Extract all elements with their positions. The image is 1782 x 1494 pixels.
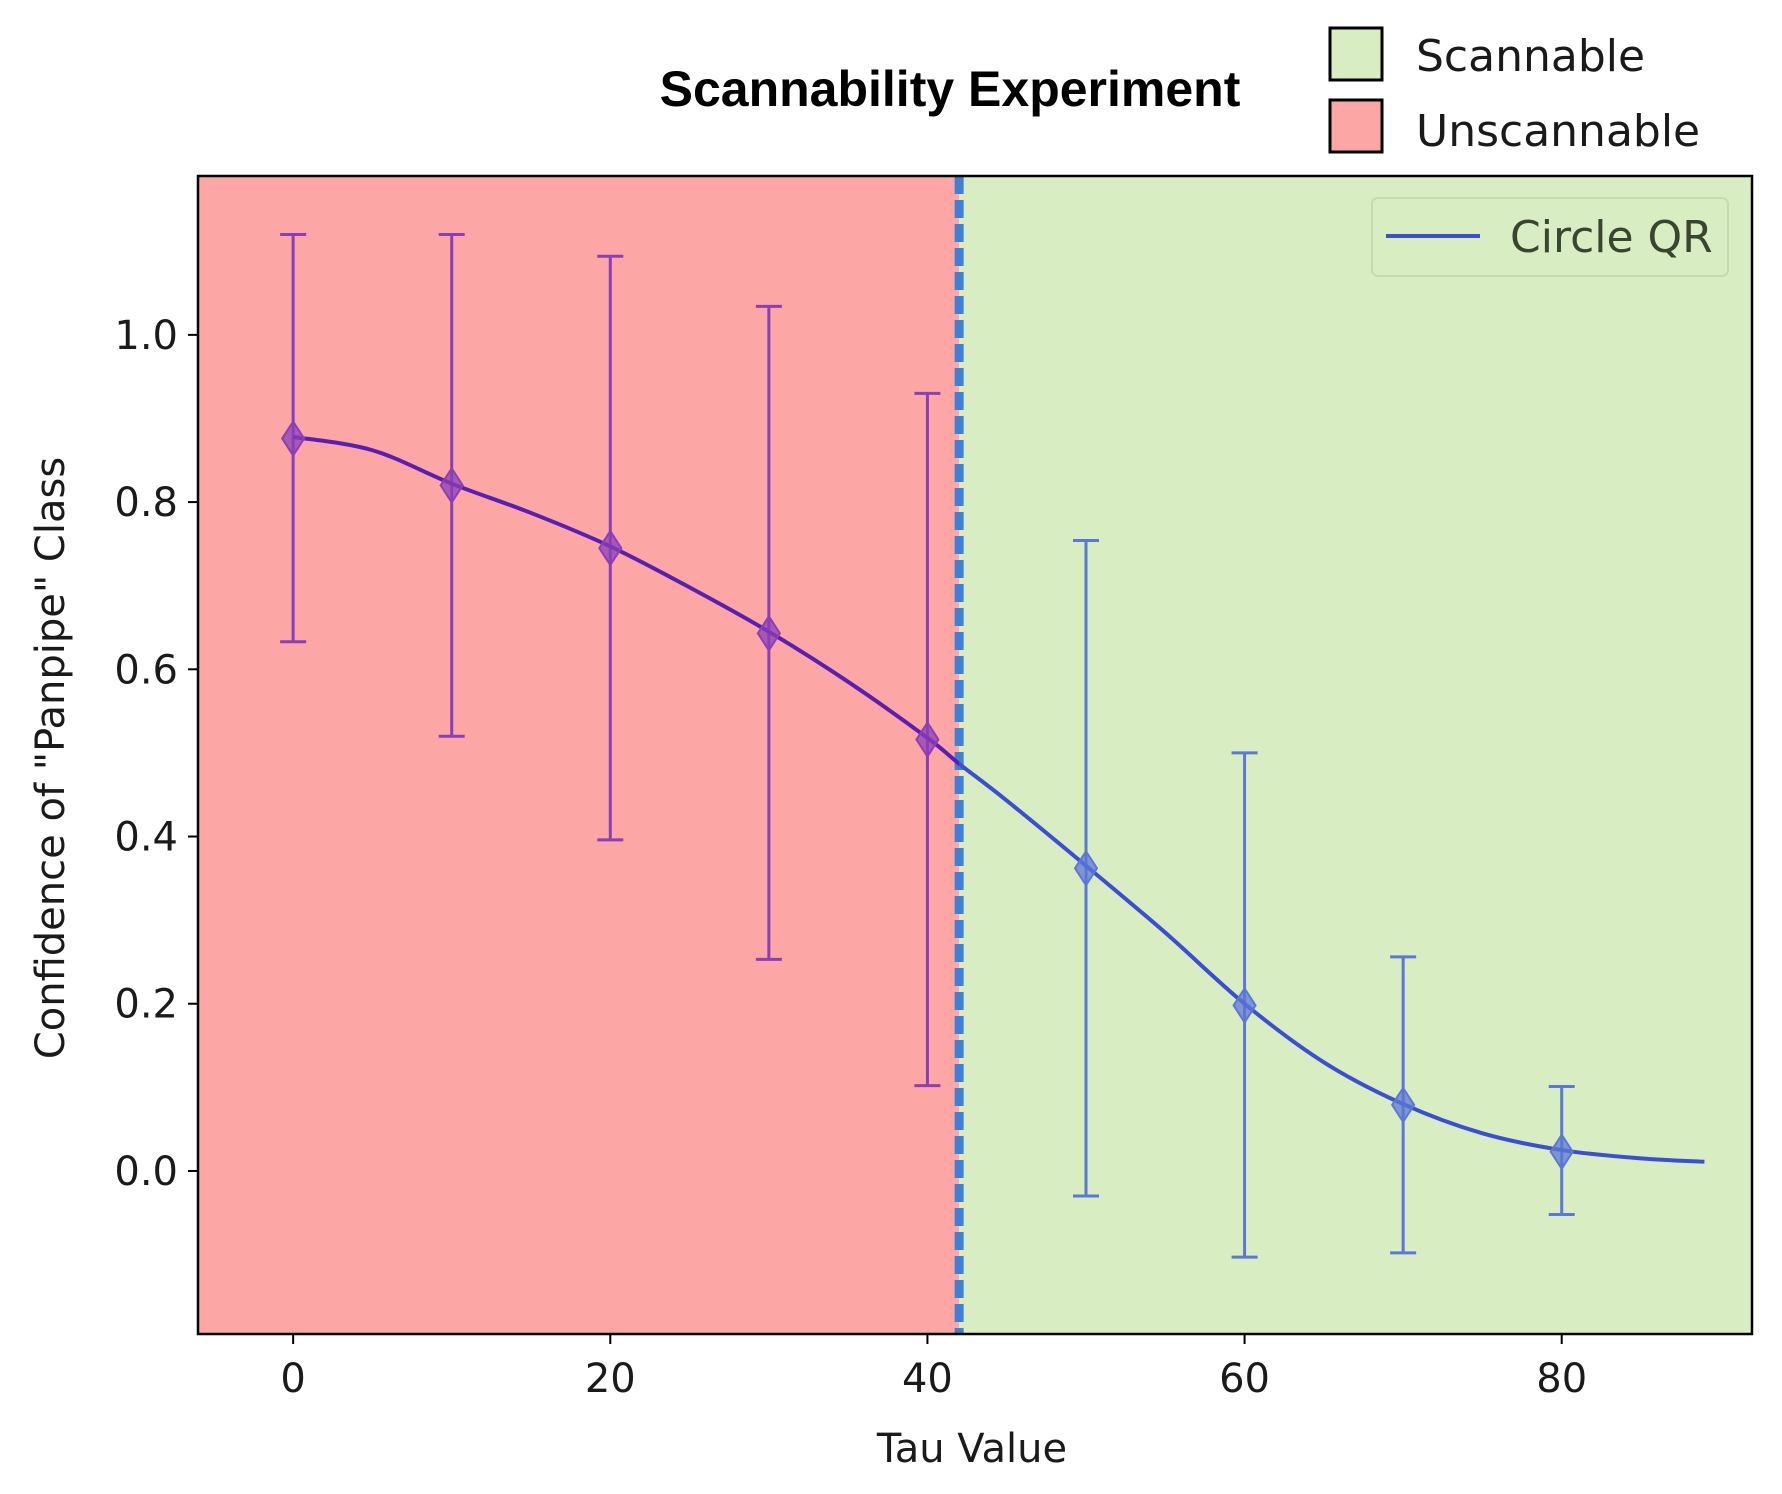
marker-50 (1073, 849, 1099, 888)
region-legend-label-scannable: Scannable (1416, 31, 1645, 82)
x-tick-label-40: 40 (902, 1356, 953, 1402)
region-legend: Scannable Unscannable (1328, 26, 1700, 157)
plot-regions (198, 176, 1752, 1334)
chart-title: Scannability Experiment (660, 61, 1241, 117)
series-line-circle-qr (292, 434, 1705, 1164)
x-axis-label: Tau Value (876, 1426, 1067, 1472)
region-legend-label-unscannable: Unscannable (1416, 106, 1700, 157)
y-axis-label: Confidence of "Panpipe" Class (28, 457, 74, 1059)
y-axis-ticks: 0.0 0.2 0.4 0.6 0.8 1.0 (114, 313, 198, 1195)
y-tick-label-0: 0.0 (114, 1149, 178, 1195)
marker-80 (1549, 1132, 1574, 1171)
x-tick-label-20: 20 (585, 1356, 636, 1402)
plot-frame (196, 174, 1754, 1336)
marker-30 (756, 614, 782, 653)
x-axis-ticks: 0 20 40 60 80 (280, 1334, 1587, 1402)
series-legend-label: Circle QR (1510, 212, 1713, 263)
y-tick-label-1: 1.0 (114, 313, 178, 359)
y-tick-label-0.4: 0.4 (114, 815, 178, 861)
marker-10 (439, 466, 464, 505)
marker-20 (598, 529, 623, 567)
region-unscannable (198, 176, 960, 1334)
x-tick-label-0: 0 (280, 1356, 305, 1402)
marker-70 (1390, 1086, 1416, 1124)
region-legend-swatch-scannable (1328, 26, 1384, 82)
region-legend-swatch-unscannable (1328, 98, 1384, 154)
x-tick-label-80: 80 (1536, 1356, 1587, 1402)
y-tick-label-0.8: 0.8 (114, 480, 178, 526)
data-markers (280, 419, 1574, 1171)
y-tick-label-0.6: 0.6 (114, 647, 178, 693)
marker-0 (280, 419, 306, 458)
series-legend-box (1371, 197, 1729, 277)
marker-60 (1232, 986, 1257, 1025)
series-legend: Circle QR (1371, 197, 1729, 277)
marker-40 (915, 720, 940, 759)
region-scannable (959, 176, 1752, 1334)
y-tick-label-0.2: 0.2 (114, 982, 178, 1028)
x-tick-label-60: 60 (1219, 1356, 1270, 1402)
